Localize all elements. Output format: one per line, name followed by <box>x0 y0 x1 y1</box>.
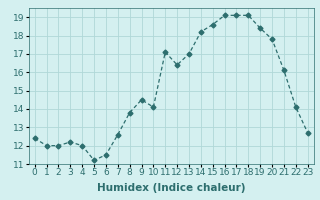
X-axis label: Humidex (Indice chaleur): Humidex (Indice chaleur) <box>97 183 245 193</box>
